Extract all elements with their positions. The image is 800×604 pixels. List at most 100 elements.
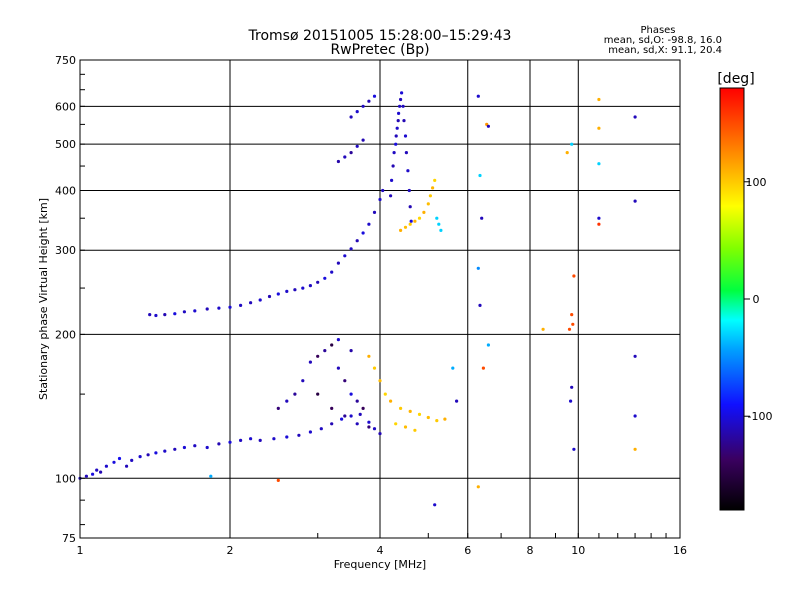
data-point (399, 228, 403, 232)
data-point (570, 313, 574, 317)
data-point (99, 470, 103, 474)
data-point (406, 169, 410, 173)
data-point (95, 468, 99, 472)
data-point (301, 286, 305, 290)
colorbar-label: [deg] (717, 71, 754, 87)
x-tick-label: 2 (227, 544, 234, 557)
data-point (319, 427, 323, 431)
y-tick-label: 75 (62, 532, 76, 545)
data-point (417, 412, 422, 416)
data-point (572, 447, 576, 451)
data-point (433, 178, 437, 182)
data-point (258, 298, 262, 302)
data-point (394, 422, 398, 426)
data-point (285, 289, 289, 293)
x-tick-label: 6 (464, 544, 471, 557)
data-point (217, 306, 221, 310)
data-point (383, 392, 387, 396)
data-point (361, 231, 365, 235)
data-point (389, 194, 393, 198)
stats-line-o: mean, sd,O: -98.8, 16.0 (604, 35, 722, 46)
data-point (431, 186, 435, 190)
colorbar: [deg] 100 0 -100 (717, 71, 772, 511)
data-point (258, 438, 262, 442)
data-point (570, 385, 574, 389)
data-point (205, 307, 209, 311)
data-point (402, 119, 406, 123)
x-tick-label: 8 (527, 544, 534, 557)
data-point (316, 354, 320, 358)
data-point (392, 151, 396, 155)
data-point (340, 417, 344, 421)
data-point (336, 159, 340, 164)
data-point (481, 366, 485, 370)
data-point (367, 222, 371, 226)
data-point (408, 205, 412, 209)
data-point (163, 313, 167, 317)
data-point (404, 151, 408, 155)
data-point (239, 438, 243, 442)
data-point (228, 440, 232, 444)
data-point (293, 288, 297, 292)
data-point (173, 312, 177, 316)
data-point (301, 379, 305, 383)
data-point (408, 222, 412, 226)
data-point (349, 247, 353, 251)
data-point (478, 303, 482, 307)
data-point (249, 301, 253, 305)
data-point (138, 455, 142, 459)
data-point (349, 414, 353, 418)
data-point (349, 151, 353, 155)
data-point (308, 360, 312, 364)
data-point (84, 474, 88, 478)
data-point (633, 414, 637, 418)
data-point (148, 313, 152, 317)
data-point (597, 216, 601, 220)
data-point (426, 415, 430, 420)
data-point (439, 228, 443, 232)
data-point (413, 219, 417, 223)
x-axis: 1 2 4 6 8 10 16 (77, 533, 687, 557)
data-point (408, 409, 412, 413)
data-point (455, 399, 459, 403)
y-axis-label: Stationary phase Virtual Height [km] (37, 198, 50, 400)
chart-title: Tromsø 20151005 15:28:00–15:29:43 (248, 28, 512, 44)
data-point (394, 134, 398, 138)
data-point (330, 406, 334, 410)
y-tick-label: 100 (55, 472, 76, 485)
data-point (358, 412, 362, 416)
data-point (343, 379, 347, 383)
data-point (426, 202, 430, 206)
colorbar-gradient (719, 87, 745, 511)
colorbar-tick-label: 100 (746, 176, 767, 189)
x-axis-label: Frequency [MHz] (334, 558, 426, 571)
data-point (597, 126, 601, 130)
data-point (355, 422, 359, 426)
data-point (398, 104, 402, 108)
data-point (428, 194, 432, 198)
data-point (316, 392, 320, 396)
data-point (293, 392, 297, 396)
data-point (367, 425, 371, 429)
data-point (117, 456, 122, 461)
y-tick-label: 300 (55, 244, 76, 257)
data-point (443, 417, 447, 421)
data-point (330, 270, 334, 274)
data-point (409, 219, 413, 223)
x-tick-label: 10 (571, 544, 585, 557)
y-tick-label: 500 (55, 138, 76, 151)
data-point (389, 399, 393, 403)
grid-lines (80, 60, 680, 538)
data-point (567, 327, 572, 331)
data-point (146, 453, 150, 457)
y-axis: 75 100 200 300 400 500 600 750 (55, 54, 85, 545)
chart-subtitle: RwPretec (Bp) (330, 42, 429, 58)
data-point (372, 427, 377, 431)
data-point (316, 280, 320, 284)
x-tick-label: 4 (377, 544, 384, 557)
data-point (391, 164, 395, 168)
data-point (323, 349, 327, 353)
data-point (372, 366, 377, 370)
data-point (205, 445, 209, 450)
